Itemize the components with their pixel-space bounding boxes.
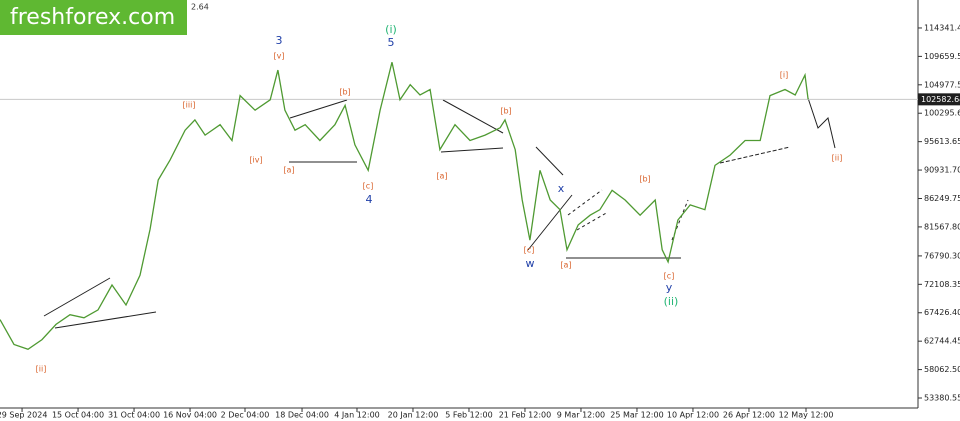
last-price-box (918, 93, 960, 106)
y-tick-label: 58062.50 (924, 365, 960, 374)
y-tick-label: 114341.45 (924, 23, 960, 32)
wave-label: x (558, 182, 565, 195)
x-tick-label: 5 Feb 12:00 (445, 411, 492, 420)
x-tick-label: 4 Jan 12:00 (334, 411, 380, 420)
y-tick-label: 109659.50 (924, 52, 960, 61)
wave-label: [ii] (832, 154, 843, 163)
wave-label: [c] (363, 182, 374, 191)
x-tick-label: 9 Mar 12:00 (557, 411, 605, 420)
wave-label: [v] (274, 52, 285, 61)
y-tick-label: 67426.40 (924, 308, 960, 317)
y-tick-label: 53380.55 (924, 394, 960, 403)
x-tick-label: 25 Mar 12:00 (610, 411, 663, 420)
y-tick-label: 104977.55 (924, 80, 960, 89)
x-tick-label: 26 Apr 12:00 (723, 411, 775, 420)
x-tick-label: 21 Feb 12:00 (499, 411, 551, 420)
wave-label: [iv] (249, 156, 262, 165)
wave-label: [b] (500, 107, 511, 116)
y-tick-label: 81567.80 (924, 222, 960, 231)
y-tick-label: 62744.45 (924, 337, 960, 346)
wave-label: [b] (639, 175, 650, 184)
price-line (0, 62, 809, 351)
y-tick-label: 76790.30 (924, 251, 960, 260)
y-tick-label: 100295.60 (924, 109, 960, 118)
wave-label: [a] (436, 172, 447, 181)
y-tick-label: 72108.35 (924, 280, 960, 289)
x-tick-label: 15 Oct 04:00 (52, 411, 104, 420)
wave-label: 5 (388, 36, 395, 49)
wave-label: [b] (339, 88, 350, 97)
wave-label: [a] (560, 261, 571, 270)
y-tick-label: 90931.70 (924, 166, 960, 175)
header-fragment: 2.64 (191, 3, 209, 12)
x-tick-label: 2 Dec 04:00 (221, 411, 270, 420)
wave-label: [c] (664, 272, 675, 281)
wave-label: [i] (780, 71, 788, 80)
trend-lines (43, 97, 836, 329)
logo-box (0, 0, 187, 35)
wave-label: [c] (524, 246, 535, 255)
y-tick-label: 95613.65 (924, 137, 960, 146)
wave-label: y (666, 281, 673, 294)
x-tick-label: 10 Apr 12:00 (667, 411, 719, 420)
wave-label: 3 (276, 34, 283, 47)
x-tick-label: 31 Oct 04:00 (108, 411, 160, 420)
wave-label: (i) (385, 23, 397, 36)
wave-label: [iii] (183, 101, 196, 110)
x-tick-label: 12 May 12:00 (779, 411, 834, 420)
last-price-label: 102582.64 (921, 95, 960, 104)
wave-label: [a] (283, 166, 294, 175)
wave-label: 4 (366, 193, 373, 206)
x-tick-label: 20 Jan 12:00 (388, 411, 439, 420)
wave-label: (ii) (664, 295, 679, 308)
wave-label: [ii] (36, 365, 47, 374)
x-tick-label: 16 Nov 04:00 (163, 411, 217, 420)
x-tick-label: 18 Dec 04:00 (275, 411, 329, 420)
x-tick-label: 29 Sep 2024 (0, 411, 47, 420)
logo: freshforex.com (10, 5, 175, 30)
y-tick-label: 86249.75 (924, 194, 960, 203)
wave-label: w (526, 257, 535, 270)
